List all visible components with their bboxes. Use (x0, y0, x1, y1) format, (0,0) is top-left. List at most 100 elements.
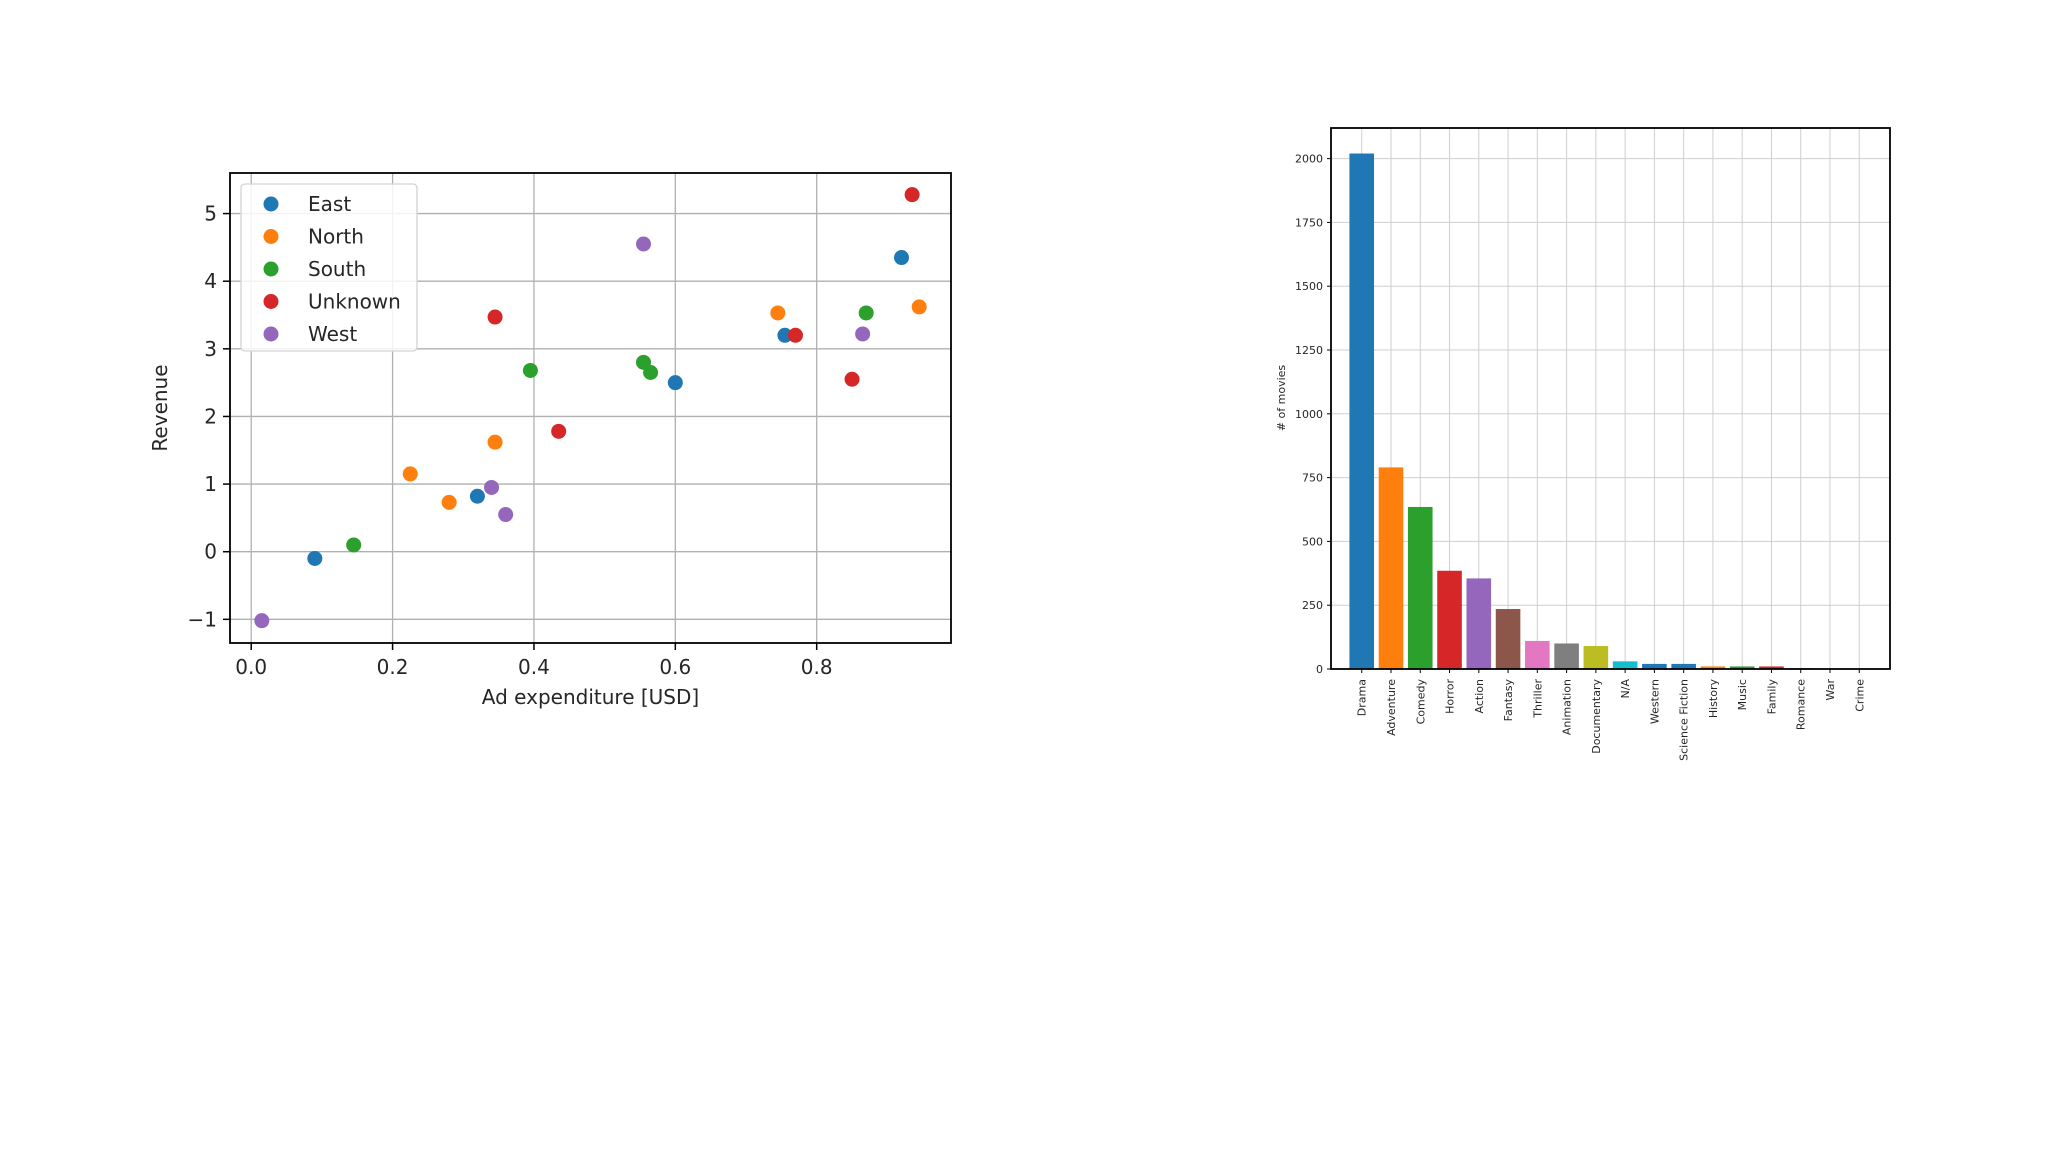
bar-x-tick-label: History (1707, 679, 1720, 719)
bar-x-tick-label: Romance (1795, 679, 1808, 730)
bar-x-tick-label: Thriller (1531, 679, 1544, 719)
scatter-point-north (770, 305, 786, 321)
scatter-tick-labels: 0.0 0.2 0.4 0.6 0.8 −1 0 1 2 3 4 5 (188, 202, 833, 679)
scatter-point-unknown (551, 423, 567, 439)
scatter-point-north (441, 494, 457, 510)
bar-x-tick-label: Science Fiction (1678, 679, 1691, 761)
bar-family (1759, 666, 1784, 669)
bar-thriller (1525, 640, 1550, 669)
scatter-point-unknown (904, 187, 920, 203)
scatter-points (254, 187, 927, 629)
bar-x-tick-label: Drama (1356, 679, 1369, 716)
scatter-plot-frame (229, 172, 952, 644)
bar-x-tick-label: Documentary (1590, 679, 1603, 754)
scatter-point-unknown (487, 309, 503, 325)
bar-comedy (1407, 506, 1433, 669)
bar-western (1642, 663, 1667, 669)
bar-x-tick-label: Western (1648, 679, 1661, 724)
scatter-point-north (911, 299, 927, 315)
scatter-point-unknown (844, 371, 860, 387)
scatter-y-tick-label: 5 (204, 202, 217, 226)
bar-action (1466, 578, 1492, 669)
scatter-point-south (858, 305, 874, 321)
bar-animation (1554, 643, 1579, 669)
bar-y-tick-label: 1250 (1295, 344, 1323, 357)
scatter-y-tick-label: 4 (204, 269, 217, 293)
scatter-point-south (346, 537, 362, 553)
scatter-y-tick-label: −1 (188, 607, 217, 631)
bar-x-tick-label: Adventure (1385, 679, 1398, 736)
bar-music (1729, 666, 1755, 669)
scatter-point-north (487, 434, 503, 450)
legend-marker-east (263, 196, 279, 212)
bar-x-tick-label: Family (1765, 679, 1778, 715)
bar-x-tick-label: War (1824, 679, 1837, 701)
bar-y-tick-label: 500 (1302, 535, 1323, 548)
scatter-point-south (522, 362, 538, 378)
bar-adventure (1378, 467, 1404, 669)
scatter-x-tick-label: 0.8 (801, 655, 833, 679)
scatter-point-east (469, 488, 485, 504)
legend-label-west: West (308, 322, 357, 346)
bar-history (1700, 666, 1726, 669)
scatter-point-east (777, 327, 793, 343)
scatter-point-west (855, 326, 871, 342)
bar-x-tick-label: Horror (1444, 679, 1457, 714)
bar-chart: 0 250 500 750 1000 1250 1500 1750 2000 Drama Adven… (1275, 127, 1891, 761)
scatter-x-tick-label: 0.6 (659, 655, 691, 679)
bar-horror (1437, 570, 1462, 669)
legend-label-unknown: Unknown (308, 290, 401, 314)
scatter-y-axis-label: Revenue (148, 364, 172, 451)
legend-marker-north (263, 229, 279, 244)
bar-y-tick-label: 1000 (1295, 408, 1323, 421)
scatter-x-tick-label: 0.0 (235, 655, 267, 679)
scatter-point-west (254, 613, 270, 629)
scatter-point-east (894, 250, 910, 266)
bar-documentary (1583, 646, 1609, 669)
legend-marker-west (263, 326, 279, 342)
scatter-x-tick-label: 0.2 (377, 655, 409, 679)
scatter-y-tick-label: 2 (204, 404, 217, 428)
bar-y-axis-label: # of movies (1275, 365, 1288, 432)
legend-label-east: East (308, 192, 351, 216)
scatter-chart: 0.0 0.2 0.4 0.6 0.8 −1 0 1 2 3 4 5 Ad expenditure [… (148, 172, 952, 709)
scatter-y-tick-label: 3 (204, 337, 217, 361)
legend-marker-south (263, 261, 279, 277)
scatter-point-north (402, 466, 418, 482)
bar-y-tick-label: 250 (1302, 599, 1323, 612)
bar-y-tick-label: 1750 (1295, 216, 1323, 229)
bar-x-tick-label: Music (1736, 679, 1749, 710)
bar-plot-frame (1330, 127, 1891, 670)
bar-x-tick-label: Fantasy (1502, 679, 1515, 722)
bar-x-tick-label: Comedy (1414, 679, 1427, 725)
scatter-y-tick-label: 1 (204, 472, 217, 496)
scatter-x-tick-label: 0.4 (518, 655, 550, 679)
bar-n-a (1612, 661, 1638, 669)
bar-x-tick-label: Animation (1561, 679, 1574, 735)
legend-label-south: South (308, 257, 366, 281)
scatter-point-west (498, 507, 514, 523)
scatter-x-axis-label: Ad expenditure [USD] (482, 685, 699, 709)
scatter-y-tick-label: 0 (204, 540, 217, 564)
bar-x-tick-label: Crime (1853, 679, 1866, 712)
scatter-point-west (484, 479, 500, 495)
bar-science-fiction (1671, 663, 1696, 669)
bar-fantasy (1495, 609, 1521, 669)
bar-y-tick-label: 2000 (1295, 153, 1323, 166)
scatter-legend-box (240, 183, 418, 352)
scatter-point-east (667, 375, 683, 391)
bar-x-tick-label: Action (1473, 679, 1486, 713)
scatter-point-south (643, 364, 659, 380)
scatter-legend: East North South Unknown West (240, 183, 418, 352)
scatter-point-west (636, 236, 652, 252)
scatter-point-east (307, 550, 323, 566)
legend-label-north: North (308, 225, 364, 249)
scatter-point-unknown (787, 327, 803, 343)
bar-drama (1349, 153, 1375, 670)
bar-y-tick-label: 1500 (1295, 280, 1323, 293)
bar-tick-labels: 0 250 500 750 1000 1250 1500 1750 2000 Drama Adven… (1295, 153, 1866, 761)
bar-y-tick-label: 0 (1316, 663, 1323, 676)
bar-gridlines (1331, 128, 1890, 670)
bar-bars (1349, 153, 1872, 670)
